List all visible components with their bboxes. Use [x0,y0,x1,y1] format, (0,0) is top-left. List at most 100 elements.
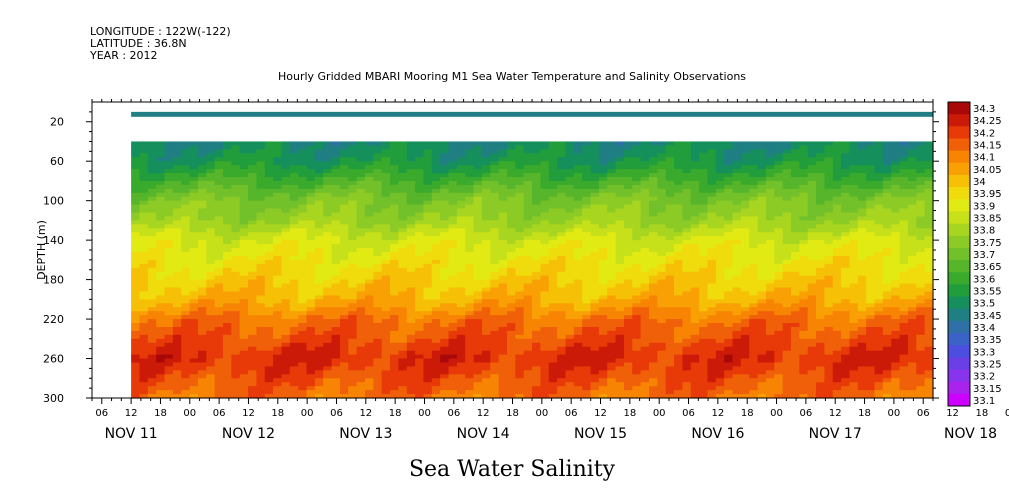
salinity-cell [264,283,274,289]
salinity-cell [757,358,767,364]
salinity-cell [523,267,533,273]
salinity-cell [365,283,374,289]
salinity-cell [348,184,358,190]
salinity-cell [348,208,358,214]
salinity-cell [607,161,617,166]
salinity-cell [590,307,600,312]
salinity-cell [164,208,174,214]
salinity-cell [715,255,725,261]
salinity-cell [682,240,692,245]
salinity-cell [548,299,558,304]
salinity-cell [498,236,508,241]
salinity-cell [724,224,734,229]
salinity-cell [607,311,617,316]
salinity-cell [365,208,374,214]
salinity-cell [448,275,458,281]
salinity-cell [707,263,717,269]
salinity-cell [674,165,684,170]
salinity-cell [390,263,400,269]
salinity-cell [473,315,483,320]
salinity-cell [507,374,516,379]
plot-area [91,101,934,399]
salinity-cell [390,358,400,364]
salinity-cell [757,232,767,237]
salinity-cell [172,287,182,293]
salinity-cell [615,145,625,150]
salinity-cell [256,350,266,356]
salinity-cell [456,188,466,194]
salinity-cell [147,295,157,300]
salinity-cell [598,346,608,352]
salinity-cell [331,362,341,368]
salinity-cell [139,342,149,348]
salinity-cell [390,287,400,293]
salinity-cell [406,145,416,150]
salinity-cell [273,370,283,375]
salinity-cell [206,165,216,170]
salinity-cell [557,362,567,368]
salinity-cell [172,220,182,225]
salinity-cell [214,188,224,194]
salinity-cell [139,141,149,147]
salinity-cell [523,244,533,249]
salinity-cell [214,236,224,241]
salinity-cell [406,232,416,237]
salinity-cell [289,366,299,371]
salinity-cell [682,176,692,182]
salinity-cell [164,342,174,348]
salinity-cell [156,208,166,214]
salinity-cell [615,188,625,194]
salinity-cell [649,342,658,348]
salinity-cell [248,334,258,340]
salinity-cell [573,255,583,261]
salinity-cell [757,161,767,166]
salinity-cell [507,244,516,249]
salinity-cell [398,149,408,154]
salinity-cell [765,216,775,221]
salinity-cell [289,216,299,221]
salinity-cell [632,394,642,399]
salinity-cell [724,200,734,206]
salinity-cell [473,390,483,395]
salinity-cell [156,180,166,186]
salinity-cell [172,200,182,206]
salinity-cell [339,228,349,233]
salinity-cell [156,216,166,221]
salinity-cell [339,157,349,162]
salinity-cell [164,338,174,344]
salinity-cell [523,299,533,304]
salinity-cell [757,295,767,300]
salinity-cell [406,212,416,218]
salinity-cell [623,291,633,296]
salinity-cell [598,334,608,340]
salinity-cell [365,382,374,387]
salinity-cell [707,224,717,229]
salinity-cell [582,224,592,229]
salinity-cell [707,295,717,300]
salinity-cell [323,141,333,147]
salinity-cell [139,200,149,206]
salinity-cell [607,299,617,304]
salinity-cell [623,141,633,147]
salinity-cell [523,232,533,237]
salinity-cell [156,323,166,328]
salinity-cell [415,354,425,360]
salinity-cell [765,299,775,304]
salinity-cell [147,366,157,371]
salinity-cell [582,240,592,245]
salinity-cell [757,157,767,162]
salinity-cell [339,208,349,214]
salinity-cell [298,192,308,198]
salinity-cell [289,394,299,399]
salinity-cell [298,319,308,324]
salinity-cell [365,350,374,356]
salinity-cell [623,157,633,162]
salinity-cell [690,295,700,300]
salinity-cell [431,382,441,387]
salinity-cell [314,315,324,320]
salinity-cell [749,350,759,356]
salinity-cell [239,141,249,147]
salinity-cell [314,153,324,158]
salinity-cell [465,275,475,281]
salinity-cell [231,259,241,265]
